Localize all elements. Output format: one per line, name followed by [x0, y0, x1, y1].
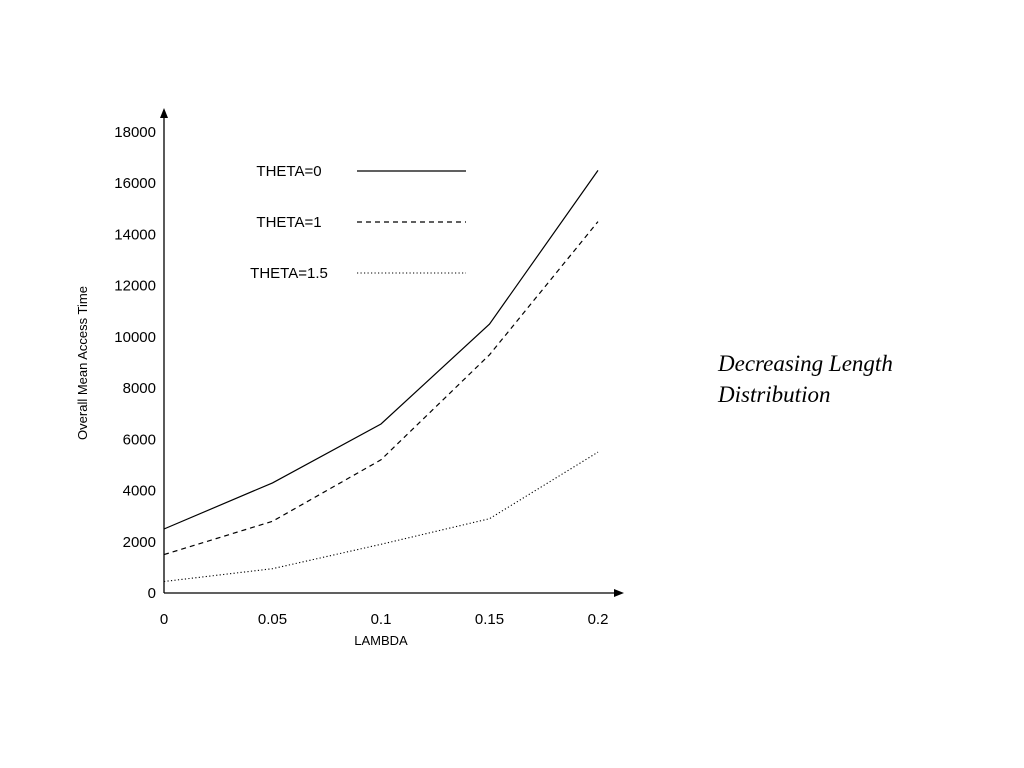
y-tick-label: 14000 [114, 226, 156, 243]
x-axis-arrow [614, 589, 624, 597]
y-tick-label: 6000 [123, 431, 156, 448]
x-tick-label: 0.15 [475, 611, 504, 628]
series-line [163, 221, 599, 556]
caption-annotation: Decreasing Length Distribution [718, 348, 998, 410]
x-tick-label: 0.2 [588, 611, 609, 628]
legend-label: THETA=1 [256, 214, 321, 231]
series-lines [163, 170, 599, 583]
y-tick-labels: 0 2000 4000 6000 8000 10000 12000 14000 16000 180… [114, 124, 156, 602]
y-axis-label: Overall Mean Access Time [75, 286, 90, 440]
legend: THETA=0 THETA=1 THETA=1.5 [250, 163, 466, 282]
caption-line-2: Distribution [718, 382, 831, 407]
x-tick-label: 0 [160, 611, 168, 628]
x-tick-label: 0.1 [371, 611, 392, 628]
caption-line-1: Decreasing Length [718, 351, 893, 376]
y-tick-label: 4000 [123, 483, 156, 500]
x-tick-labels: 0 0.05 0.1 0.15 0.2 [160, 611, 609, 628]
axes [160, 108, 624, 597]
y-tick-label: 18000 [114, 124, 156, 141]
series-line [163, 451, 599, 583]
legend-label: THETA=1.5 [250, 265, 328, 282]
x-tick-label: 0.05 [258, 611, 287, 628]
y-axis-arrow [160, 108, 168, 118]
y-tick-label: 12000 [114, 278, 156, 295]
y-tick-label: 2000 [123, 534, 156, 551]
y-tick-label: 16000 [114, 175, 156, 192]
legend-label: THETA=0 [256, 163, 321, 180]
series-line [163, 170, 599, 530]
y-tick-label: 8000 [123, 380, 156, 397]
y-tick-label: 10000 [114, 329, 156, 346]
x-axis-label: LAMBDA [354, 633, 408, 648]
y-tick-label: 0 [148, 585, 156, 602]
